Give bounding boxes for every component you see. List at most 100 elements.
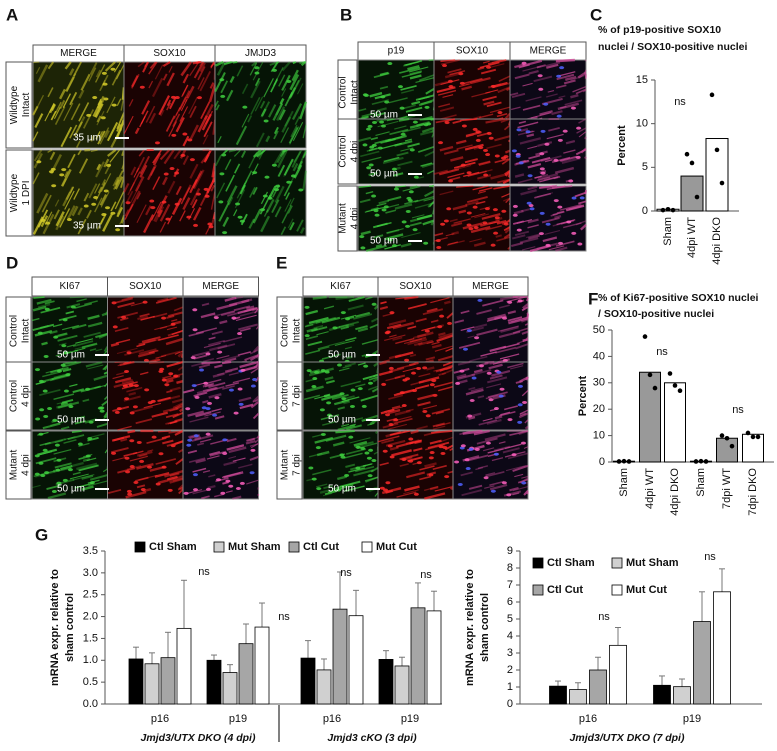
fiber [210, 61, 216, 69]
fiber [258, 151, 264, 160]
nucleus [219, 78, 225, 82]
fiber [179, 106, 189, 122]
fiber [222, 216, 230, 228]
nucleus [61, 344, 67, 348]
fiber [223, 336, 243, 343]
fiber [476, 328, 498, 336]
bar [206, 659, 222, 705]
fiber [95, 131, 101, 140]
fiber [160, 109, 165, 117]
fiber [415, 94, 434, 101]
fiber [542, 236, 558, 243]
fiber [292, 61, 297, 65]
fiber [487, 59, 507, 65]
fiber [409, 336, 427, 343]
fiber [171, 329, 184, 336]
fiber [241, 113, 250, 128]
fiber [408, 66, 429, 73]
fiber [159, 203, 171, 222]
nucleus [422, 409, 428, 413]
fiber [405, 439, 420, 445]
fiber [76, 298, 87, 303]
fiber [411, 100, 421, 106]
fiber [42, 422, 61, 430]
fiber [94, 197, 103, 213]
fiber [453, 218, 471, 224]
fiber [312, 469, 332, 476]
fiber [189, 124, 200, 140]
nucleus [545, 222, 551, 226]
fiber [143, 214, 155, 234]
nucleus [431, 379, 437, 383]
fiber [214, 100, 219, 108]
fiber [171, 197, 183, 216]
nucleus [515, 154, 521, 158]
fiber [86, 209, 92, 219]
fiber [300, 61, 307, 67]
nucleus [61, 168, 67, 172]
fiber [96, 95, 105, 109]
fiber [232, 377, 251, 384]
bar [176, 627, 192, 705]
fiber [116, 98, 122, 107]
fiber [426, 307, 438, 313]
nucleus [537, 74, 543, 78]
fiber [41, 194, 52, 213]
fiber [294, 116, 301, 126]
micrograph [182, 296, 260, 366]
nucleus [286, 79, 292, 83]
fiber [32, 484, 41, 488]
fiber [62, 361, 77, 365]
fiber [78, 116, 86, 128]
fiber [575, 220, 587, 226]
fiber [486, 418, 502, 425]
nucleus [87, 436, 93, 440]
fiber [546, 133, 564, 140]
nucleus [150, 206, 156, 210]
nucleus [44, 471, 50, 475]
fiber [145, 105, 156, 123]
fiber [78, 464, 99, 472]
micrograph [31, 296, 109, 366]
nucleus [428, 473, 434, 477]
fiber [114, 190, 125, 210]
fiber [418, 376, 440, 384]
fiber [257, 149, 266, 158]
nucleus [124, 397, 130, 401]
fiber [384, 233, 404, 241]
fiber [202, 469, 211, 473]
fiber [63, 102, 74, 121]
fiber [224, 158, 232, 171]
fiber [121, 296, 134, 301]
annotation: ns [278, 611, 290, 623]
row-label: Mutant [9, 449, 20, 480]
fiber [137, 351, 155, 358]
fiber [211, 330, 223, 336]
fiber [323, 305, 335, 310]
nucleus [102, 82, 108, 86]
fiber [389, 334, 397, 338]
nucleus [501, 209, 507, 213]
nucleus [124, 456, 130, 460]
nucleus [43, 414, 49, 418]
fiber [405, 408, 414, 413]
fiber [412, 333, 427, 339]
nucleus [457, 482, 463, 486]
fiber [112, 375, 124, 380]
nucleus [196, 96, 202, 100]
fiber [142, 61, 150, 73]
fiber [229, 299, 250, 307]
fiber [488, 363, 503, 370]
nucleus [111, 301, 117, 305]
fiber [317, 367, 334, 374]
micrograph [509, 118, 588, 185]
fiber [315, 316, 337, 324]
fiber [486, 101, 502, 108]
fiber [469, 355, 488, 362]
fiber [62, 361, 82, 368]
fiber [94, 64, 106, 83]
fiber [392, 336, 403, 341]
fiber [373, 451, 379, 455]
nucleus [228, 388, 234, 392]
x-tick-label: Sham [662, 217, 674, 246]
